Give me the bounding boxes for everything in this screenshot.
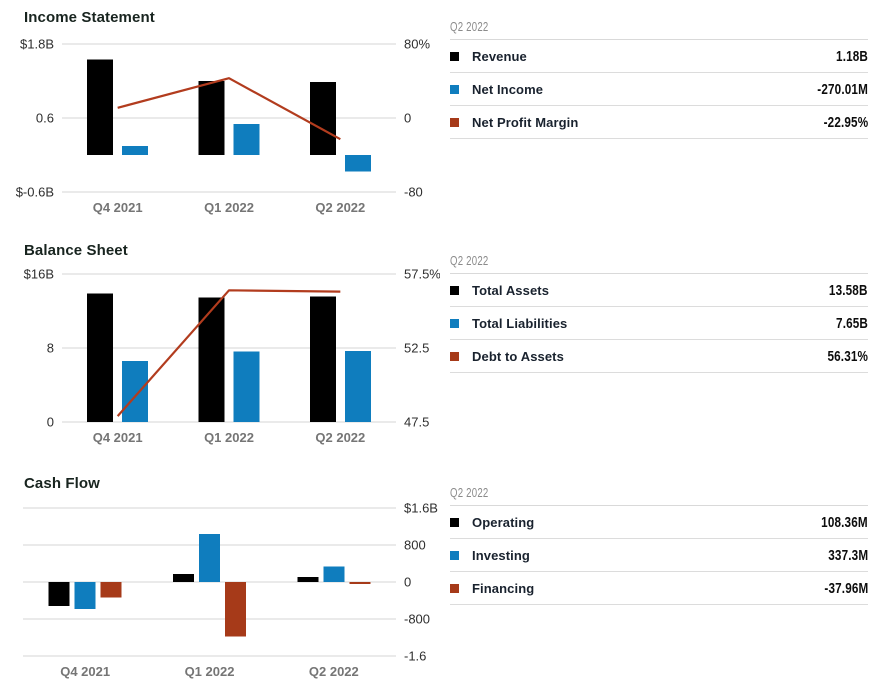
row-label: Total Liabilities (472, 315, 568, 331)
financing-swatch (450, 583, 459, 593)
svg-text:-1.6: -1.6 (404, 649, 426, 664)
row-label: Total Assets (472, 282, 550, 298)
balance-sheet-chart: $16B 8 0 57.5% 52.5 47.5 Q4 2021 Q1 2022 Q2 2022 (24, 267, 440, 446)
svg-text:-80: -80 (404, 185, 423, 200)
investing-swatch (450, 550, 459, 560)
income-statement-table: Q2 2022 Revenue 1.18B Net Income -270.01… (450, 18, 868, 139)
row-value: -22.95% (823, 113, 868, 131)
svg-text:57.5%: 57.5% (404, 267, 440, 282)
income-statement-title: Income Statement (24, 9, 155, 26)
row-label: Net Profit Margin (472, 114, 579, 130)
table-row-operating: Operating 108.36M (450, 506, 868, 539)
svg-text:0: 0 (47, 415, 54, 430)
cash-flow-title: Cash Flow (24, 475, 100, 492)
cash-flow-chart: $1.6B 800 0 -800 -1.6 Q4 2021 Q1 2022 Q2 2022 (23, 501, 438, 679)
row-label: Net Income (472, 81, 544, 97)
total-liabilities-swatch (450, 318, 459, 328)
table-period-header: Q2 2022 (450, 18, 868, 40)
income-statement-chart: $1.8B 0.6 $-0.6B 80% 0 -80 Q4 2021 Q1 2022 Q2 20… (16, 37, 431, 216)
table-row-investing: Investing 337.3M (450, 539, 868, 572)
row-value: 1.18B (835, 47, 868, 65)
svg-text:Q1 2022: Q1 2022 (204, 200, 254, 215)
balance-sheet-title: Balance Sheet (24, 242, 128, 259)
svg-text:Q4 2021: Q4 2021 (93, 430, 143, 445)
total-assets-swatch (450, 285, 459, 295)
row-value: 108.36M (821, 513, 868, 531)
table-row-total-assets: Total Assets 13.58B (450, 274, 868, 307)
balance-sheet-table: Q2 2022 Total Assets 13.58B Total Liabil… (450, 252, 868, 373)
period-label: Q2 2022 (450, 253, 489, 268)
table-period-header: Q2 2022 (450, 252, 868, 274)
svg-text:Q1 2022: Q1 2022 (185, 664, 235, 679)
table-row-debt-to-assets: Debt to Assets 56.31% (450, 340, 868, 373)
row-label: Debt to Assets (472, 348, 564, 364)
table-row-total-liabilities: Total Liabilities 7.65B (450, 307, 868, 340)
svg-text:$1.8B: $1.8B (20, 37, 54, 52)
svg-text:800: 800 (404, 538, 426, 553)
table-row-revenue: Revenue 1.18B (450, 40, 868, 73)
cash-flow-table: Q2 2022 Operating 108.36M Investing 337.… (450, 484, 868, 605)
period-label: Q2 2022 (450, 485, 489, 500)
svg-text:52.5: 52.5 (404, 341, 429, 356)
row-label: Investing (472, 547, 530, 563)
svg-text:Q2 2022: Q2 2022 (315, 430, 365, 445)
row-value: 337.3M (828, 546, 868, 564)
row-value: 13.58B (829, 281, 868, 299)
period-label: Q2 2022 (450, 19, 489, 34)
svg-text:80%: 80% (404, 37, 430, 52)
table-period-header: Q2 2022 (450, 484, 868, 506)
svg-text:$1.6B: $1.6B (404, 501, 438, 516)
table-row-financing: Financing -37.96M (450, 572, 868, 605)
row-label: Operating (472, 514, 535, 530)
svg-text:Q4 2021: Q4 2021 (93, 200, 143, 215)
svg-text:-800: -800 (404, 612, 430, 627)
row-value: -270.01M (817, 80, 868, 98)
row-value: -37.96M (823, 579, 868, 597)
svg-text:Q2 2022: Q2 2022 (315, 200, 365, 215)
svg-text:0: 0 (404, 575, 411, 590)
svg-text:Q4 2021: Q4 2021 (60, 664, 110, 679)
net-income-swatch (450, 84, 459, 94)
table-row-net-profit-margin: Net Profit Margin -22.95% (450, 106, 868, 139)
revenue-swatch (450, 51, 459, 61)
table-row-net-income: Net Income -270.01M (450, 73, 868, 106)
svg-text:0: 0 (404, 111, 411, 126)
svg-text:0.6: 0.6 (36, 111, 54, 126)
svg-text:$-0.6B: $-0.6B (16, 185, 54, 200)
debt-to-assets-swatch (450, 351, 459, 361)
svg-text:Q1 2022: Q1 2022 (204, 430, 254, 445)
operating-swatch (450, 517, 459, 527)
svg-text:8: 8 (47, 341, 54, 356)
row-label: Financing (472, 580, 535, 596)
svg-text:47.5: 47.5 (404, 415, 429, 430)
net-profit-margin-swatch (450, 117, 459, 127)
row-label: Revenue (472, 48, 527, 64)
svg-text:Q2 2022: Q2 2022 (309, 664, 359, 679)
row-value: 7.65B (835, 314, 868, 332)
row-value: 56.31% (827, 347, 868, 365)
svg-text:$16B: $16B (24, 267, 54, 282)
